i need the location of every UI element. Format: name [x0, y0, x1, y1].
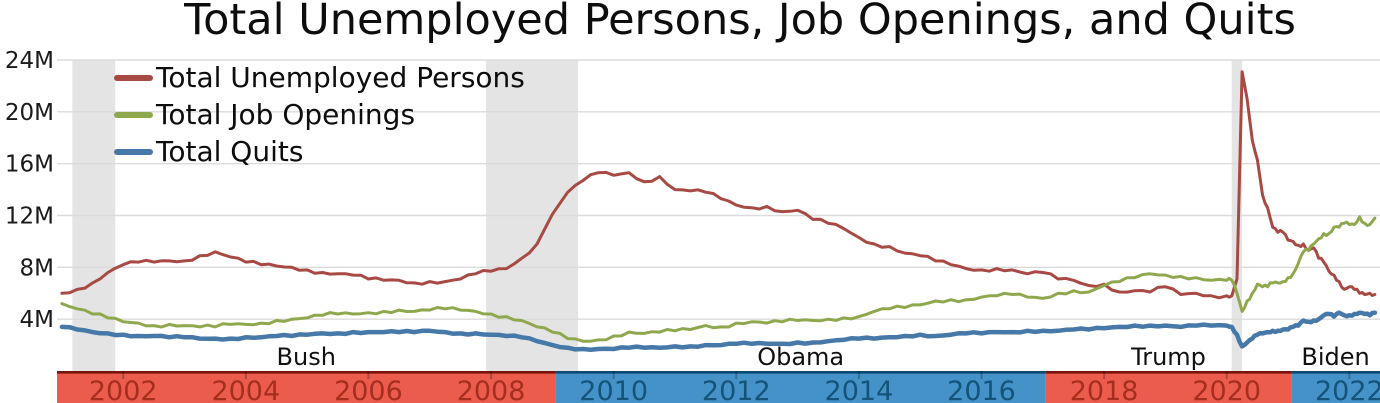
- y-axis-tick-label: 24M: [5, 48, 54, 74]
- year-tick-label: 2020: [1192, 376, 1261, 403]
- series-line-total-quits: [59, 310, 1378, 352]
- x-axis-tick: [857, 371, 860, 379]
- year-tick-label: 2002: [89, 376, 158, 403]
- series-line-total-unemployed-persons: [60, 70, 1377, 300]
- x-axis-tick: [490, 371, 493, 379]
- y-axis-tick-label: 12M: [5, 204, 54, 230]
- x-axis-tick: [122, 371, 125, 379]
- legend-item-unemployed: Total Unemployed Persons: [114, 59, 525, 96]
- legend-swatch-openings: [114, 111, 153, 118]
- president-label-trump: Trump: [1130, 343, 1206, 371]
- year-tick-label: 2022: [1315, 376, 1380, 403]
- president-band-border-bush: [57, 371, 556, 374]
- legend-label-openings: Total Job Openings: [156, 98, 416, 131]
- legend-swatch-unemployed: [114, 74, 153, 81]
- legend-label-quits: Total Quits: [156, 135, 304, 168]
- president-band-bush: [57, 371, 556, 403]
- y-axis-tick-label: 4M: [20, 307, 54, 333]
- president-band-border-trump: [1045, 371, 1292, 374]
- x-axis-tick: [367, 371, 370, 379]
- year-tick-label: 2010: [579, 376, 648, 403]
- y-axis-tick-label: 20M: [5, 100, 54, 126]
- legend-label-unemployed: Total Unemployed Persons: [156, 61, 525, 94]
- year-tick-label: 2004: [211, 376, 280, 403]
- chart-title: Total Unemployed Persons, Job Openings, …: [184, 0, 1296, 45]
- president-band-border-biden: [1291, 371, 1380, 374]
- year-tick-label: 2018: [1070, 376, 1139, 403]
- president-band-border-obama: [555, 371, 1046, 374]
- x-axis-tick: [1225, 371, 1228, 379]
- series-line-total-job-openings: [60, 215, 1377, 343]
- year-tick-label: 2014: [825, 376, 894, 403]
- year-tick-label: 2006: [334, 376, 403, 403]
- year-tick-label: 2012: [702, 376, 771, 403]
- y-axis-tick-label: 8M: [20, 255, 54, 281]
- president-label-biden: Biden: [1301, 343, 1369, 371]
- legend-item-openings: Total Job Openings: [114, 96, 525, 133]
- president-band-biden: [1291, 371, 1380, 403]
- year-tick-label: 2008: [457, 376, 526, 403]
- x-axis-tick: [980, 371, 983, 379]
- y-axis-tick-label: 16M: [5, 152, 54, 178]
- x-axis-tick: [612, 371, 615, 379]
- president-band-trump: [1045, 371, 1292, 403]
- x-axis-tick: [1348, 371, 1351, 379]
- x-axis-tick: [735, 371, 738, 379]
- president-label-bush: Bush: [277, 343, 336, 371]
- year-tick-label: 2016: [947, 376, 1016, 403]
- legend: Total Unemployed Persons Total Job Openi…: [114, 59, 525, 170]
- president-label-obama: Obama: [757, 343, 844, 371]
- legend-item-quits: Total Quits: [114, 133, 525, 170]
- x-axis-tick: [1103, 371, 1106, 379]
- x-axis-tick: [244, 371, 247, 379]
- legend-swatch-quits: [114, 148, 153, 155]
- president-band-obama: [555, 371, 1046, 403]
